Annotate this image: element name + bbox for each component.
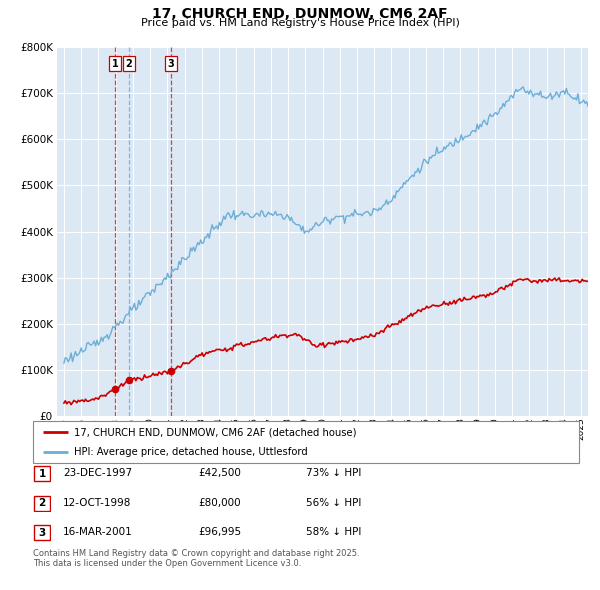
- Text: 17, CHURCH END, DUNMOW, CM6 2AF: 17, CHURCH END, DUNMOW, CM6 2AF: [152, 7, 448, 21]
- Text: 23-DEC-1997: 23-DEC-1997: [63, 468, 132, 478]
- Text: 16-MAR-2001: 16-MAR-2001: [63, 527, 133, 537]
- FancyBboxPatch shape: [33, 421, 579, 463]
- Text: 58% ↓ HPI: 58% ↓ HPI: [306, 527, 361, 537]
- Text: £80,000: £80,000: [198, 498, 241, 507]
- Text: HPI: Average price, detached house, Uttlesford: HPI: Average price, detached house, Uttl…: [74, 447, 308, 457]
- Text: Contains HM Land Registry data © Crown copyright and database right 2025.: Contains HM Land Registry data © Crown c…: [33, 549, 359, 558]
- FancyBboxPatch shape: [34, 466, 50, 481]
- Text: 17, CHURCH END, DUNMOW, CM6 2AF (detached house): 17, CHURCH END, DUNMOW, CM6 2AF (detache…: [74, 427, 356, 437]
- Text: £96,995: £96,995: [198, 527, 241, 537]
- Text: 12-OCT-1998: 12-OCT-1998: [63, 498, 131, 507]
- Text: 3: 3: [38, 528, 46, 537]
- Text: 3: 3: [167, 59, 174, 69]
- Text: 2: 2: [38, 499, 46, 508]
- Text: 1: 1: [112, 59, 118, 69]
- Text: 1: 1: [38, 469, 46, 478]
- Text: £42,500: £42,500: [198, 468, 241, 478]
- Text: 2: 2: [125, 59, 133, 69]
- Text: 73% ↓ HPI: 73% ↓ HPI: [306, 468, 361, 478]
- FancyBboxPatch shape: [34, 525, 50, 540]
- Text: 56% ↓ HPI: 56% ↓ HPI: [306, 498, 361, 507]
- Text: Price paid vs. HM Land Registry's House Price Index (HPI): Price paid vs. HM Land Registry's House …: [140, 18, 460, 28]
- FancyBboxPatch shape: [34, 496, 50, 511]
- Text: This data is licensed under the Open Government Licence v3.0.: This data is licensed under the Open Gov…: [33, 559, 301, 568]
